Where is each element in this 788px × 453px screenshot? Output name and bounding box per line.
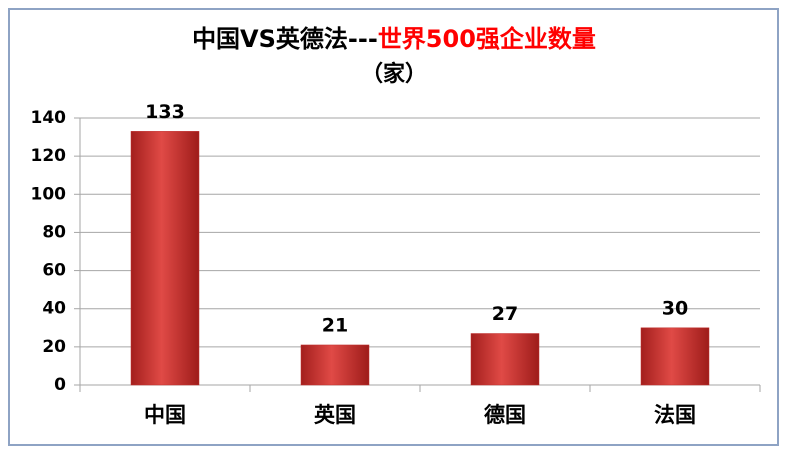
x-tick-label: 法国 xyxy=(654,403,696,427)
y-tick-label: 100 xyxy=(31,184,67,204)
x-tick-label: 德国 xyxy=(484,403,526,427)
y-tick-label: 80 xyxy=(42,222,66,242)
y-tick-label: 60 xyxy=(42,261,66,281)
bar xyxy=(300,344,370,386)
y-tick-label: 0 xyxy=(54,375,66,395)
value-label: 30 xyxy=(662,297,688,319)
bar xyxy=(130,131,200,386)
value-label: 27 xyxy=(492,303,518,325)
chart-subtitle: （家） xyxy=(361,61,427,87)
x-tick-label: 中国 xyxy=(144,403,186,427)
y-tick-label: 20 xyxy=(42,337,66,357)
bar xyxy=(470,333,540,386)
bar xyxy=(640,327,710,386)
title-part: 中国VS英德法--- xyxy=(192,25,378,53)
y-tick-label: 40 xyxy=(42,299,66,319)
y-tick-label: 140 xyxy=(31,108,67,128)
y-tick-label: 120 xyxy=(31,146,67,166)
value-label: 133 xyxy=(145,101,185,123)
x-tick-label: 英国 xyxy=(314,403,356,427)
chart-title: 中国VS英德法---世界500强企业数量 xyxy=(192,25,596,53)
title-part: 世界500强企业数量 xyxy=(378,25,596,53)
value-label: 21 xyxy=(322,314,348,336)
